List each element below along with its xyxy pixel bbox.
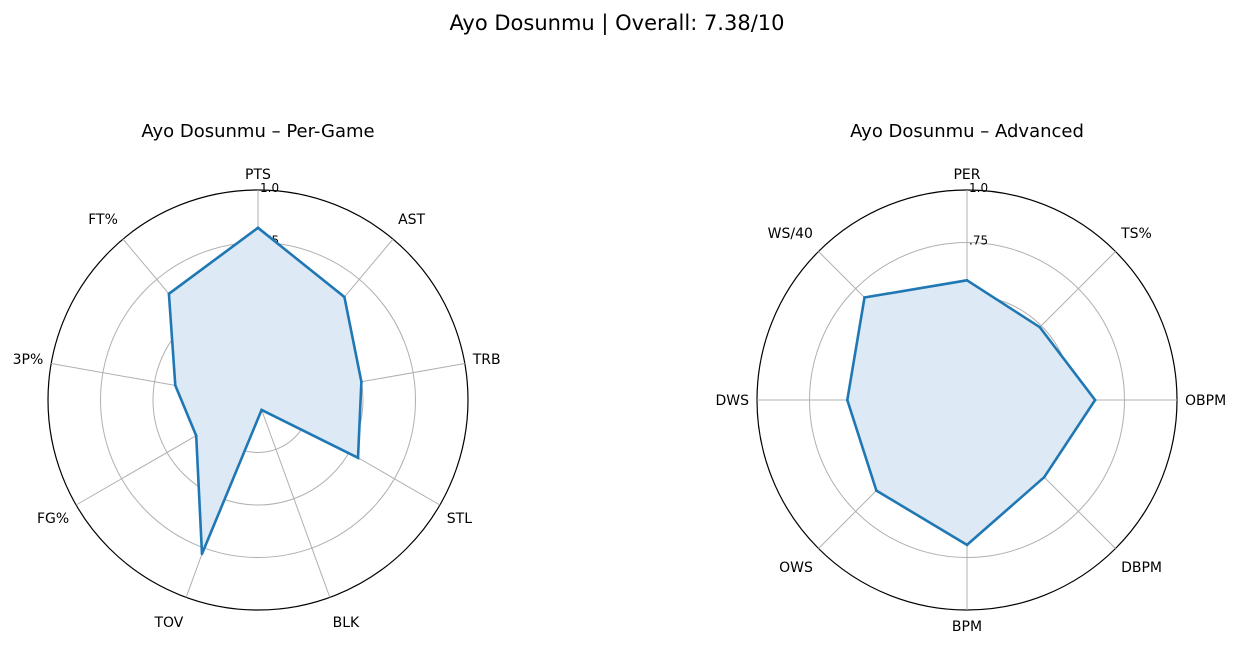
axis-label-3p-pct: 3P% [13,352,44,368]
axis-label-blk: BLK [333,615,360,631]
data-point-ws-40 [863,296,866,299]
data-point-trb [360,380,363,384]
axis-label-bpm: BPM [952,619,982,635]
data-point-ft-pct [167,292,171,296]
axis-label-trb: TRB [472,352,501,368]
data-point-fg-pct [194,434,198,438]
data-point-ows [875,489,878,492]
axis-label-dbpm: DBPM [1121,560,1162,576]
r-tick-label-p75: .75 [969,234,988,248]
data-area [847,280,1096,545]
data-point-blk [260,408,263,412]
axis-label-tov: TOV [153,615,183,631]
axis-label-ft-pct: FT% [88,212,118,228]
figure-title: Ayo Dosunmu | Overall: 7.38/10 [449,11,784,36]
data-point-tov [200,552,204,556]
data-point-obpm [1093,398,1097,402]
axis-label-dws: DWS [715,393,749,409]
data-point-dbpm [1042,475,1046,479]
data-point-dws [846,398,849,402]
data-area [168,227,362,554]
axis-label-ts-pct: TS% [1120,226,1152,242]
spoke-blk [257,399,331,598]
chart-title-per-game: Ayo Dosunmu – Per-Game [141,121,374,142]
chart-title-advanced: Ayo Dosunmu – Advanced [850,121,1084,142]
axis-label-per: PER [953,167,980,183]
data-point-bpm [965,543,969,547]
data-point-stl [356,456,360,460]
axis-label-obpm: OBPM [1185,393,1226,409]
axis-label-ows: OWS [779,560,813,576]
radar-chart-per-game: Ayo Dosunmu – Per-Game .25.5.751.0PTSAST… [13,121,501,631]
data-line [167,226,363,555]
axis-label-pts: PTS [245,167,271,183]
data-point-ts-pct [1038,325,1042,329]
r-tick-label-1p0: 1.0 [969,181,988,195]
r-tick-label-1p0: 1.0 [260,181,279,195]
radar-chart-advanced: Ayo Dosunmu – Advanced .25.5.751.0PERTS%… [715,121,1226,635]
axis-label-ast: AST [398,212,425,228]
data-point-ast [343,295,346,299]
data-point-3p-pct [173,384,177,387]
axis-label-fg-pct: FG% [37,511,69,527]
data-point-pts [256,226,260,230]
data-point-per [965,279,969,282]
axis-label-stl: STL [447,511,472,527]
axis-label-ws-40: WS/40 [768,226,813,242]
